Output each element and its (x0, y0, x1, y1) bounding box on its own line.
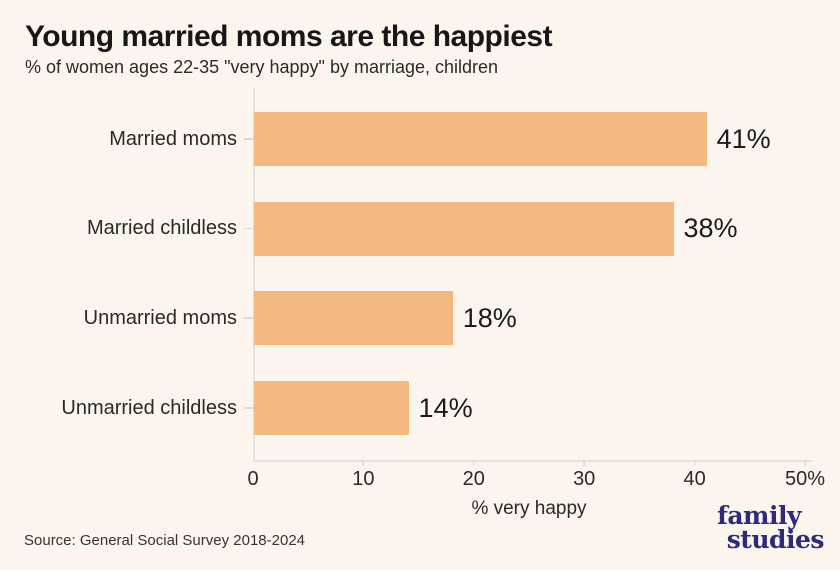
bar-unmarried-moms (254, 291, 453, 346)
bar-married-moms (254, 112, 707, 166)
x-axis-line (253, 460, 812, 462)
category-tick-mark (244, 138, 253, 140)
x-tick-label: 10 (352, 468, 375, 490)
bar-unmarried-childless (254, 381, 409, 436)
x-axis-title: % very happy (471, 498, 587, 519)
category-tick-mark (244, 317, 253, 319)
x-tick-mark (362, 460, 365, 466)
chart-title: Young married moms are the happiest (25, 20, 553, 53)
x-tick-mark (693, 460, 696, 466)
logo-text-studies: studies (726, 525, 825, 554)
value-label: 18% (462, 302, 517, 333)
bar-married-childless (254, 201, 674, 256)
source-note: Source: General Social Survey 2018-2024 (24, 532, 306, 549)
category-tick-mark (244, 407, 253, 409)
x-tick-mark (804, 460, 806, 466)
category-label: Married moms (109, 127, 237, 150)
chart-subtitle: % of women ages 22-35 "very happy" by ma… (25, 57, 499, 77)
x-tick-label: 40 (683, 468, 706, 490)
y-axis-line (253, 88, 255, 460)
bar-row: Unmarried moms 18% (0, 291, 840, 346)
category-label: Married childless (86, 217, 237, 240)
x-tick-label: 20 (462, 468, 485, 490)
value-label: 41% (716, 123, 771, 154)
category-label: Unmarried moms (83, 306, 237, 329)
x-tick-label: 50% (784, 468, 826, 490)
logo-text-family: family (717, 501, 801, 530)
value-label: 14% (418, 392, 473, 423)
category-label: Unmarried childless (61, 396, 237, 419)
x-tick-mark (473, 460, 475, 466)
bar-row: Unmarried childless 14% (0, 381, 840, 436)
x-tick-mark (583, 460, 585, 466)
family-studies-logo: family studies (694, 501, 825, 554)
bar-row: Married childless 38% (0, 201, 840, 256)
bar-row: Married moms 41% (0, 112, 840, 166)
x-tick-label: 30 (573, 468, 596, 490)
category-tick-mark (244, 227, 253, 230)
x-tick-label: 0 (247, 468, 259, 490)
value-label: 38% (683, 213, 738, 244)
